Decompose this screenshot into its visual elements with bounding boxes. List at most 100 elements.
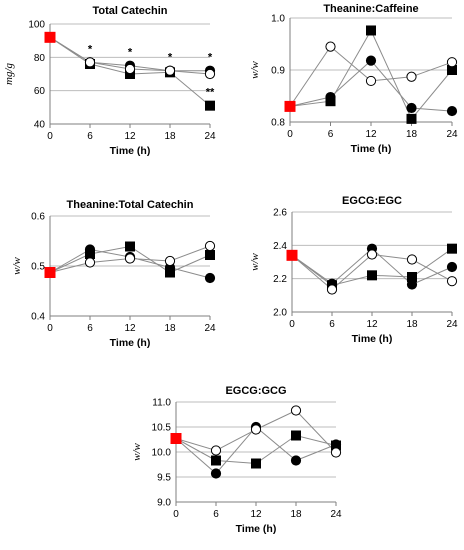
x-tick-label: 0 xyxy=(289,319,295,330)
y-tick-label: 2.0 xyxy=(273,308,287,319)
chart-title: Theanine:Caffeine xyxy=(323,3,418,15)
x-tick-label: 6 xyxy=(87,323,93,334)
y-tick-label: 11.0 xyxy=(152,398,171,409)
data-point-circle-open xyxy=(204,240,216,252)
data-point-circle-filled xyxy=(406,102,417,114)
y-tick-label: 0.8 xyxy=(271,118,285,129)
x-tick-label: 0 xyxy=(47,131,53,142)
x-tick-label: 18 xyxy=(164,131,176,142)
data-point-circle-open xyxy=(290,405,302,416)
significance-marker: * xyxy=(128,47,133,59)
data-point-square-filled xyxy=(366,25,376,36)
data-point-circle-open xyxy=(365,75,377,87)
x-tick-label: 18 xyxy=(290,509,302,520)
x-tick-label: 24 xyxy=(330,509,342,520)
data-point-circle-open xyxy=(366,249,378,260)
y-tick-label: 60 xyxy=(34,86,46,97)
y-tick-label: 10.0 xyxy=(152,448,172,459)
x-tick-label: 0 xyxy=(47,323,53,334)
data-point-circle-open xyxy=(84,257,96,268)
x-tick-label: 12 xyxy=(365,129,377,140)
initial-point-marker xyxy=(170,433,182,444)
data-point-square-filled xyxy=(205,100,215,111)
initial-point-marker xyxy=(44,267,56,278)
data-point-circle-open xyxy=(210,445,222,456)
data-point-circle-filled xyxy=(204,272,216,284)
chart-panel-5: 9.0 9.5 10.0 10.5 11.0 0 6 12 18 24 EGCG:GCG Time (… xyxy=(131,385,342,535)
chart-panel-1: 40 60 80 100 0 6 12 18 24 Total Catechin Time (h) m… xyxy=(3,5,216,157)
y-axis-label: mg/g xyxy=(3,63,15,86)
y-tick-label: 0.9 xyxy=(271,66,285,77)
chart-title: EGCG:EGC xyxy=(342,195,402,207)
initial-point-marker xyxy=(286,249,298,261)
x-axis-label: Time (h) xyxy=(352,333,393,345)
data-point-circle-open xyxy=(406,71,417,82)
x-tick-label: 24 xyxy=(446,319,458,330)
data-point-circle-open xyxy=(325,41,336,52)
y-tick-label: 2.2 xyxy=(273,274,287,285)
data-point-circle-open xyxy=(446,276,458,287)
y-tick-label: 9.0 xyxy=(157,498,171,509)
x-axis-label: Time (h) xyxy=(110,145,151,157)
x-tick-label: 24 xyxy=(204,131,216,142)
data-point-square-filled xyxy=(211,455,221,466)
data-point-circle-open xyxy=(124,253,136,264)
data-point-square-filled xyxy=(367,270,377,281)
chart-title: Theanine:Total Catechin xyxy=(67,199,194,211)
data-point-circle-open xyxy=(204,68,216,80)
significance-marker: * xyxy=(208,52,213,64)
data-point-square-filled xyxy=(85,249,95,259)
y-axis-label: w/w xyxy=(11,256,23,274)
chart-title: EGCG:GCG xyxy=(225,385,286,397)
chart-title: Total Catechin xyxy=(93,5,168,17)
data-point-square-filled xyxy=(291,430,301,441)
significance-marker: ** xyxy=(206,87,215,99)
y-tick-label: 2.6 xyxy=(273,208,287,219)
y-tick-label: 0.4 xyxy=(31,312,45,323)
y-tick-label: 1.0 xyxy=(271,14,285,25)
x-tick-label: 12 xyxy=(250,509,262,520)
data-point-circle-open xyxy=(326,284,338,295)
data-point-square-filled xyxy=(447,243,457,254)
data-point-circle-open xyxy=(124,63,136,75)
data-point-circle-filled xyxy=(290,455,302,466)
data-point-circle-filled xyxy=(446,261,458,273)
data-point-circle-open xyxy=(164,65,176,76)
x-tick-label: 24 xyxy=(446,129,458,140)
data-point-circle-filled xyxy=(365,55,377,66)
data-point-circle-open xyxy=(250,424,262,435)
x-tick-label: 18 xyxy=(406,319,418,330)
data-point-circle-open xyxy=(330,447,342,458)
x-tick-label: 0 xyxy=(173,509,179,520)
x-tick-label: 12 xyxy=(124,131,136,142)
y-tick-label: 10.5 xyxy=(152,423,172,434)
x-tick-label: 12 xyxy=(124,323,136,334)
chart-panel-3: 0.4 0.5 0.6 0 6 12 18 24 Theanine:Total Catechin… xyxy=(11,199,216,349)
y-axis-label: w/w xyxy=(249,252,261,270)
data-point-circle-open xyxy=(84,57,96,68)
significance-marker: * xyxy=(168,52,173,64)
x-tick-label: 18 xyxy=(164,323,176,334)
y-tick-label: 40 xyxy=(34,120,46,131)
data-point-square-filled xyxy=(205,250,215,260)
x-tick-label: 6 xyxy=(213,509,219,520)
data-point-square-filled xyxy=(125,241,135,252)
chart-panel-2: 0.8 0.9 1.0 0 6 12 18 24 Theanine:Caffeine Time (… xyxy=(249,3,458,155)
data-point-circle-open xyxy=(164,255,176,267)
y-tick-label: 80 xyxy=(34,53,46,64)
x-tick-label: 18 xyxy=(406,129,418,140)
y-axis-label: w/w xyxy=(131,442,143,460)
data-point-square-filled xyxy=(165,267,175,278)
series-line-square-filled xyxy=(289,29,453,120)
y-tick-label: 0.5 xyxy=(31,262,45,273)
x-axis-label: Time (h) xyxy=(351,143,392,155)
data-point-square-filled xyxy=(325,96,336,107)
chart-panel-4: 2.0 2.2 2.4 2.6 0 6 12 18 24 EGCG:EGC Time (h) w/w xyxy=(249,195,458,345)
data-point-circle-filled xyxy=(446,105,458,117)
x-tick-label: 6 xyxy=(87,131,93,142)
initial-point-marker xyxy=(44,31,56,43)
y-tick-label: 0.6 xyxy=(31,212,45,223)
y-tick-label: 2.4 xyxy=(273,241,287,252)
x-axis-label: Time (h) xyxy=(110,337,151,349)
